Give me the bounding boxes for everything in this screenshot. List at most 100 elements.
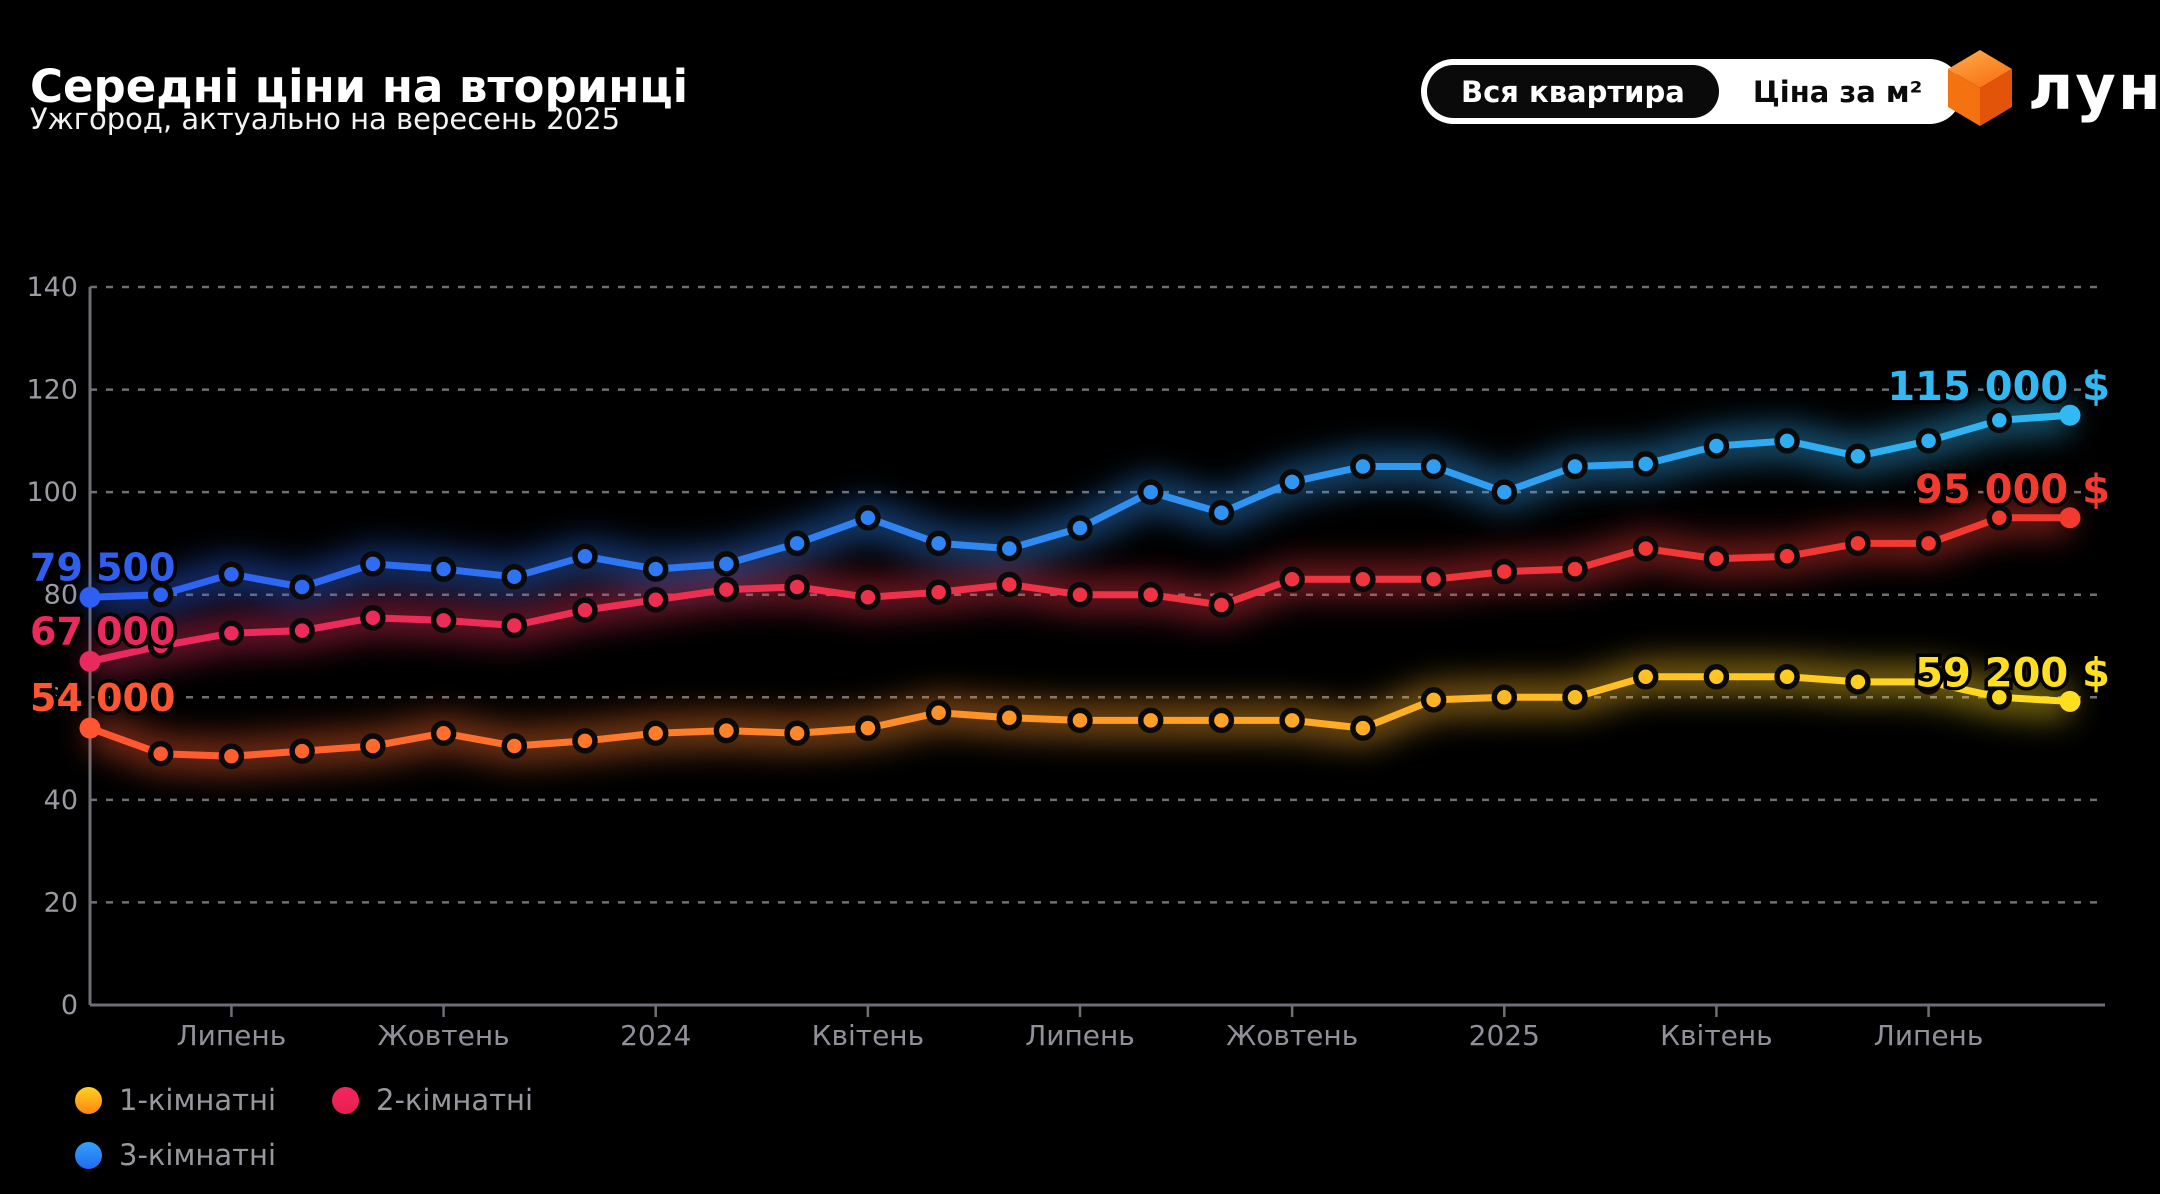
- svg-text:0: 0: [61, 990, 78, 1021]
- data-point: [642, 587, 669, 613]
- data-point: [147, 633, 174, 659]
- data-point: [1915, 669, 1942, 695]
- data-point: [289, 738, 315, 764]
- legend-dot-1-room-icon: [75, 1086, 102, 1114]
- data-point: [642, 556, 669, 582]
- data-point: [925, 579, 952, 605]
- data-point: [218, 620, 245, 646]
- data-point: [218, 743, 245, 770]
- legend-dot-3-room-icon: [75, 1141, 102, 1169]
- data-point: [1845, 530, 1871, 557]
- data-point: [713, 551, 740, 577]
- series-start-value-label: 54 000: [30, 676, 175, 720]
- data-point: [1279, 566, 1305, 593]
- data-point: [1067, 515, 1093, 541]
- gridlines: 0 20 40 60 80 100 120 140: [26, 272, 2105, 1021]
- legend-label: 3-кімнатні: [119, 1138, 277, 1172]
- data-point: [289, 617, 315, 644]
- data-point: [1137, 479, 1164, 505]
- series-2: 67 000 95 000 $: [27, 463, 2114, 672]
- series-3: 79 500 115 000 $: [27, 361, 2114, 608]
- data-point: [1562, 556, 1588, 582]
- data-point: [1703, 433, 1730, 459]
- data-point: [430, 556, 457, 582]
- data-point: [1986, 407, 2013, 434]
- data-point: [2059, 507, 2081, 529]
- data-point: [1845, 669, 1871, 695]
- data-point: [1350, 453, 1376, 480]
- svg-text:Липень: Липень: [1025, 1019, 1135, 1052]
- data-point: [2059, 404, 2081, 426]
- lun-logo: лун: [1948, 50, 2160, 126]
- data-point: [1986, 684, 2013, 711]
- data-point: [855, 584, 881, 611]
- data-point: [996, 535, 1023, 562]
- data-point: [1208, 707, 1235, 734]
- data-point: [501, 733, 528, 759]
- data-point: [1137, 707, 1164, 734]
- series-start-value-label: 67 000: [30, 609, 175, 653]
- legend-dot-2-room-icon: [332, 1086, 359, 1114]
- svg-text:140: 140: [26, 272, 78, 303]
- data-point: [713, 717, 740, 744]
- data-point: [1915, 530, 1942, 557]
- legend-item-2-room: 2-кімнатні: [332, 1083, 732, 1117]
- data-point: [1703, 664, 1730, 690]
- page-title: Середні ціни на вторинці: [30, 60, 689, 114]
- data-point: [430, 720, 457, 746]
- data-point: [1562, 684, 1588, 711]
- data-point: [642, 720, 669, 746]
- series-1: 54 000 59 200 $: [27, 647, 2114, 770]
- svg-text:2025: 2025: [1469, 1019, 1540, 1052]
- svg-text:60: 60: [44, 682, 78, 713]
- svg-text:Липень: Липень: [177, 1019, 287, 1052]
- data-point: [925, 530, 952, 557]
- svg-text:Квітень: Квітень: [812, 1019, 925, 1052]
- page-subtitle: Ужгород, актуально на вересень 2025: [30, 102, 621, 136]
- data-point: [1703, 546, 1730, 572]
- data-point: [784, 720, 810, 746]
- data-point: [1420, 566, 1447, 593]
- data-point: [1067, 707, 1093, 734]
- data-point: [1491, 684, 1518, 711]
- svg-text:Жовтень: Жовтень: [1226, 1019, 1358, 1052]
- chart-legend: 1-кімнатні 2-кімнатні 3-кімнатні: [75, 1083, 732, 1172]
- data-point: [218, 561, 245, 587]
- legend-item-3-room: 3-кімнатні: [75, 1138, 332, 1172]
- legend-label: 2-кімнатні: [376, 1083, 534, 1117]
- data-point: [1279, 469, 1305, 495]
- data-point: [1632, 535, 1659, 562]
- data-point: [572, 728, 598, 754]
- data-point: [1774, 664, 1800, 690]
- data-point: [996, 571, 1023, 598]
- data-point: [1845, 443, 1871, 469]
- data-point: [925, 699, 952, 726]
- data-point: [572, 597, 598, 623]
- lun-logo-text: лун: [2028, 51, 2160, 124]
- data-point: [1915, 428, 1942, 454]
- data-point: [784, 574, 810, 600]
- data-point: [572, 543, 598, 570]
- data-point: [713, 576, 740, 603]
- legend-label: 1-кімнатні: [119, 1083, 277, 1117]
- data-point: [2059, 690, 2081, 712]
- data-point: [360, 733, 386, 759]
- svg-text:80: 80: [44, 580, 78, 611]
- toggle-option-whole-apartment[interactable]: Вся квартира: [1427, 65, 1719, 118]
- data-point: [360, 551, 386, 577]
- data-point: [147, 740, 174, 767]
- svg-text:Квітень: Квітень: [1660, 1019, 1773, 1052]
- data-point: [79, 717, 101, 739]
- toggle-option-price-per-m2[interactable]: Ціна за м²: [1752, 74, 1923, 109]
- svg-text:120: 120: [26, 375, 78, 406]
- series-end-value-label: 95 000 $: [1915, 467, 2110, 513]
- data-point: [855, 505, 881, 531]
- data-point: [1137, 581, 1164, 608]
- data-point: [1632, 664, 1659, 690]
- svg-text:100: 100: [26, 477, 78, 508]
- data-point: [1420, 687, 1447, 713]
- data-point: [501, 612, 528, 639]
- svg-text:Жовтень: Жовтень: [378, 1019, 510, 1052]
- data-point: [289, 574, 315, 600]
